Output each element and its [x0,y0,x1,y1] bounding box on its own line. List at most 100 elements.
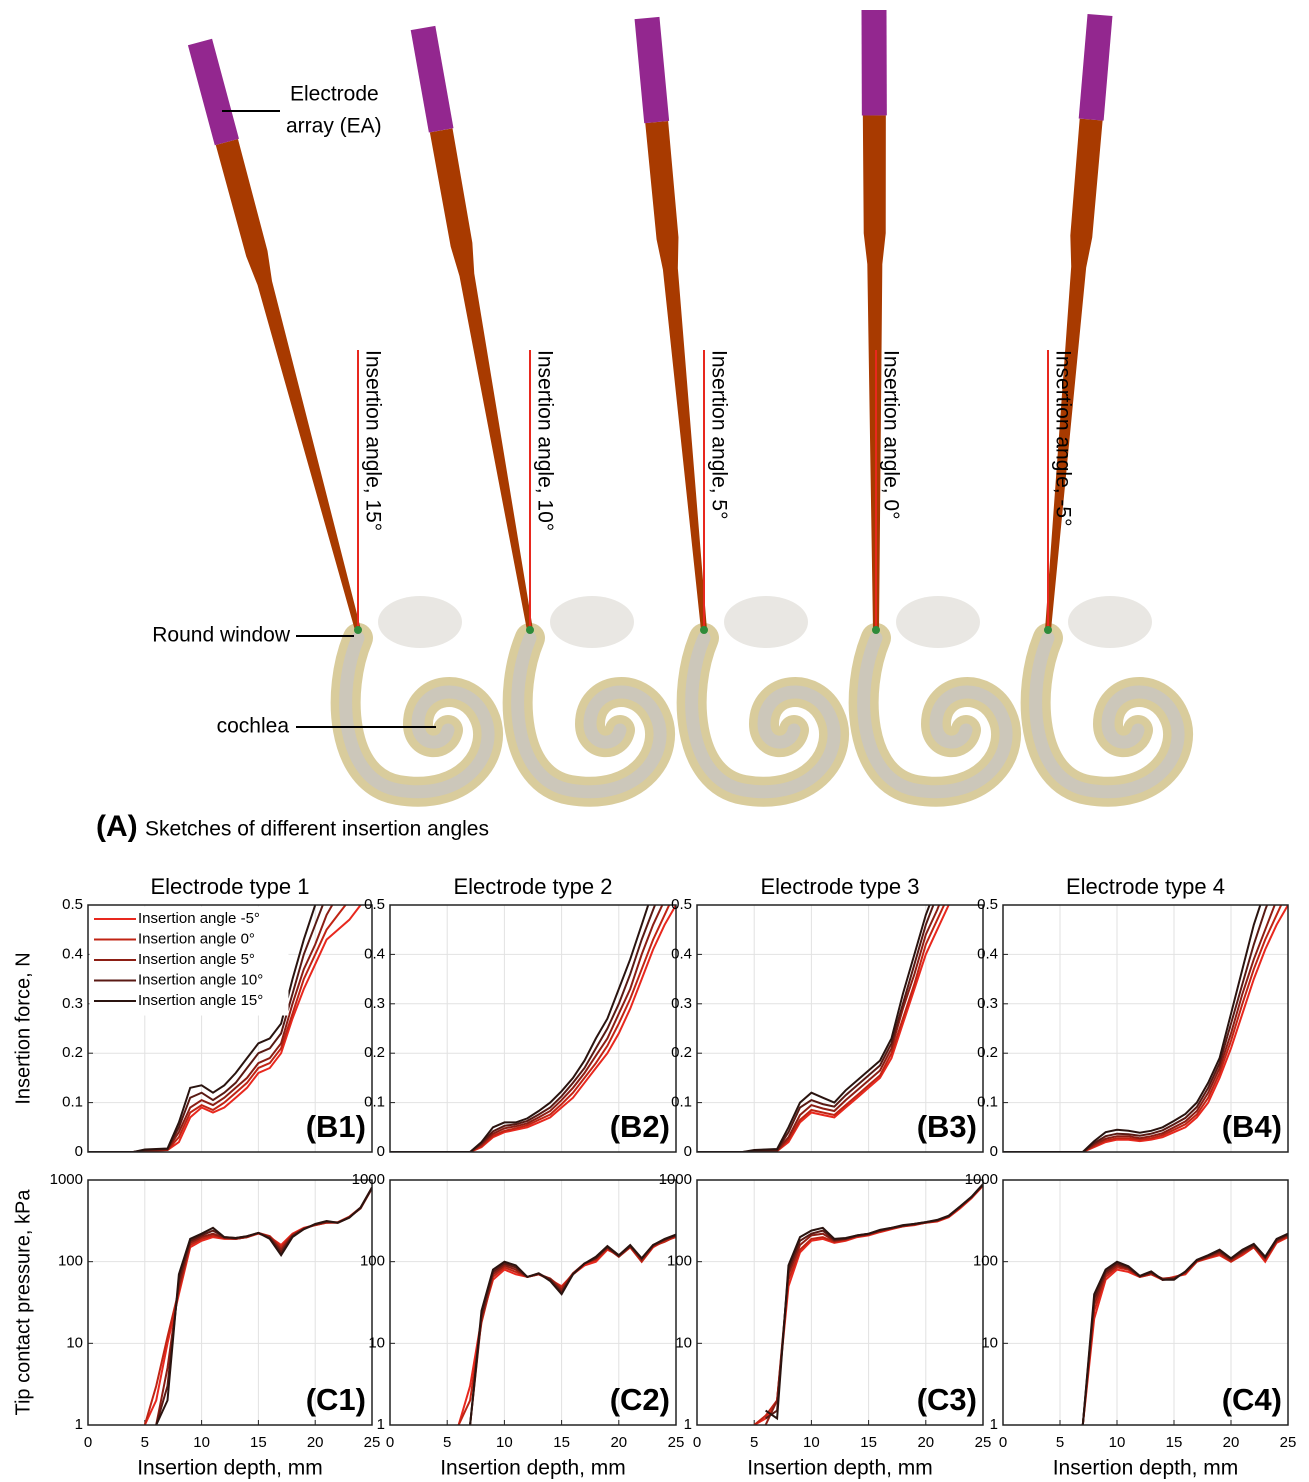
electrode-tip [645,121,707,630]
figure: Electrode array (EA) Round window cochle… [0,0,1309,1482]
y-tick-label: 0.5 [977,896,998,913]
y-tick-label: 100 [973,1253,998,1270]
y-tick-label: 0.5 [364,896,385,913]
panel-label: (B4) [1222,1109,1282,1144]
angle-label: Insertion angle, -5° [1051,350,1074,527]
legend-label: Insertion angle 10° [138,971,263,988]
cochlea-cap [378,596,462,648]
x-tick-label: 20 [610,1434,627,1451]
y-tick-label: 0.3 [62,995,83,1012]
y-tick-label: 0.1 [671,1094,692,1111]
legend-label: Insertion angle 0° [138,930,255,947]
electrode-array [411,26,454,133]
round-window-label: Round window [152,624,291,647]
x-tick-label: 20 [307,1434,324,1451]
x-axis-label: Insertion depth, mm [1053,1457,1239,1480]
x-tick-label: 25 [364,1434,381,1451]
y-tick-label: 0.1 [62,1094,83,1111]
electrode-tip [430,128,533,630]
x-tick-label: 10 [1109,1434,1126,1451]
angle-label: Insertion angle, 15° [361,350,384,531]
x-axis-label: Insertion depth, mm [440,1457,626,1480]
x-tick-label: 25 [1280,1434,1297,1451]
x-tick-label: 15 [250,1434,267,1451]
y-tick-label: 0.4 [671,945,692,962]
x-tick-label: 5 [443,1434,451,1451]
round-window [700,626,708,634]
y-tick-label: 0 [684,1143,692,1160]
caption-label: (A) [96,810,138,843]
y-tick-label: 0.4 [977,945,998,962]
panel-label: (C1) [306,1382,366,1417]
x-tick-label: 0 [693,1434,701,1451]
y-tick-label: 0.3 [977,995,998,1012]
panel-label: (C4) [1222,1382,1282,1417]
electrode-array [635,17,670,123]
x-tick-label: 0 [999,1434,1007,1451]
panel-label: (B3) [917,1109,977,1144]
x-tick-label: 10 [193,1434,210,1451]
y-axis-label: Insertion force, N [12,952,34,1104]
x-axis-label: Insertion depth, mm [137,1457,323,1480]
cochlea-cap [550,596,634,648]
y-tick-label: 1 [377,1416,385,1433]
chart-title: Electrode type 4 [1066,874,1225,899]
x-axis-label: Insertion depth, mm [747,1457,933,1480]
x-tick-label: 25 [975,1434,992,1451]
y-tick-label: 10 [675,1334,692,1351]
x-tick-label: 15 [1166,1434,1183,1451]
y-tick-label: 1000 [352,1171,385,1188]
panel-label: (B1) [306,1109,366,1144]
y-tick-label: 0.5 [62,896,83,913]
ea-label: Electrode [290,83,379,106]
round-window [354,626,362,634]
y-tick-label: 0.2 [671,1044,692,1061]
y-tick-label: 0.5 [671,896,692,913]
electrode-array [188,39,239,145]
round-window [1044,626,1052,634]
y-tick-label: 10 [66,1334,83,1351]
x-tick-label: 5 [1056,1434,1064,1451]
chart-title: Electrode type 2 [454,874,613,899]
panel-label: (C3) [917,1382,977,1417]
caption-text: Sketches of different insertion angles [145,818,489,841]
y-tick-label: 10 [368,1334,385,1351]
x-tick-label: 15 [553,1434,570,1451]
y-tick-label: 0.2 [62,1044,83,1061]
plot-lines [697,816,983,1152]
chart: 00.10.20.30.40.5Electrode type 1(B1)Inse… [12,821,372,1160]
chart-title: Electrode type 1 [151,874,310,899]
y-tick-label: 0.3 [671,995,692,1012]
legend-label: Insertion angle -5° [138,910,260,927]
round-window [526,626,534,634]
y-tick-label: 0.4 [364,945,385,962]
ea-label: array (EA) [286,115,382,138]
x-tick-label: 20 [1223,1434,1240,1451]
chart: 11010010000510152025(C3)Insertion depth,… [659,1171,992,1480]
x-tick-label: 5 [141,1434,149,1451]
y-tick-label: 0.2 [977,1044,998,1061]
y-tick-label: 0.2 [364,1044,385,1061]
y-tick-label: 1 [990,1416,998,1433]
cochlea-cap [1068,596,1152,648]
x-tick-label: 0 [386,1434,394,1451]
y-tick-label: 0.4 [62,945,83,962]
y-tick-label: 10 [981,1334,998,1351]
y-tick-label: 0 [377,1143,385,1160]
y-tick-label: 100 [58,1253,83,1270]
y-tick-label: 0.1 [364,1094,385,1111]
y-tick-label: 0.3 [364,995,385,1012]
x-tick-label: 10 [496,1434,513,1451]
electrode-array [862,10,887,115]
round-window [872,626,880,634]
legend-label: Insertion angle 5° [138,951,255,968]
y-tick-label: 1 [75,1416,83,1433]
y-tick-label: 1000 [50,1171,83,1188]
y-tick-label: 1000 [659,1171,692,1188]
